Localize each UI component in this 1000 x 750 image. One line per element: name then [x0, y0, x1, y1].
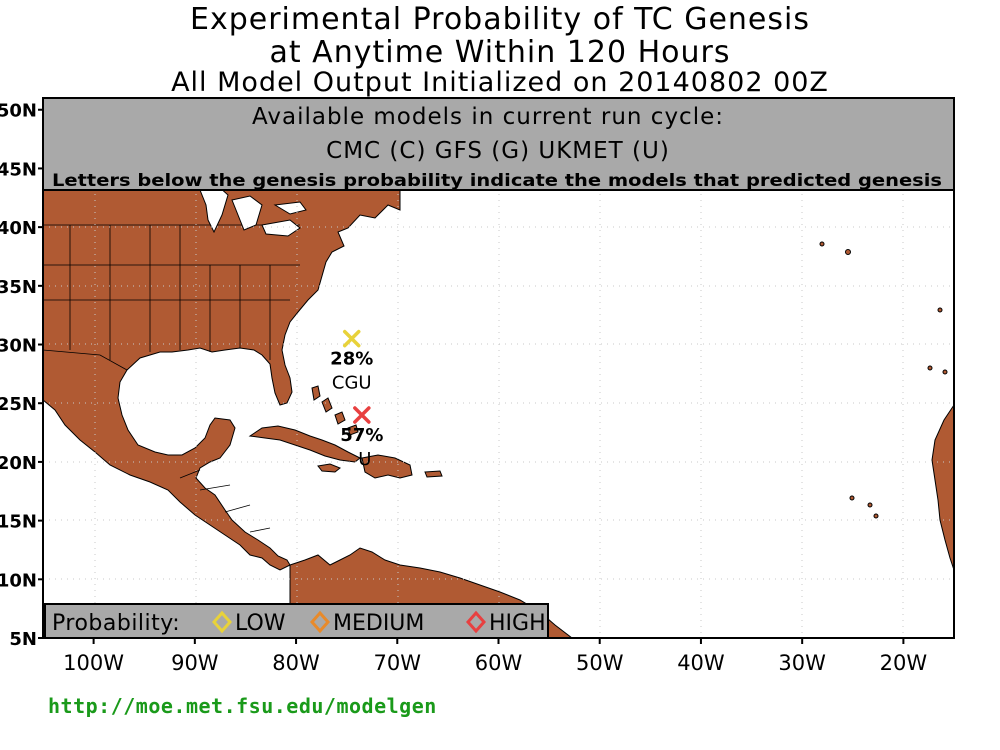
cape-verde-island-3: [873, 513, 879, 519]
hispaniola-land: [361, 454, 413, 479]
azores-island: [819, 241, 825, 247]
canary-island-2: [942, 369, 948, 375]
probability-legend: Probability: LOW MEDIUM HIGH: [44, 603, 549, 639]
lat-tick-label: 35N: [0, 277, 37, 298]
africa-land: [931, 404, 954, 571]
land-masses: [43, 98, 954, 638]
title-line-2: at Anytime Within 120 Hours: [269, 35, 731, 70]
bahamas-land: [311, 385, 359, 436]
title-line-1: Experimental Probability of TC Genesis: [190, 2, 810, 37]
lat-tick-label: 30N: [0, 336, 37, 357]
lon-tick-label: 80W: [272, 651, 320, 675]
latitude-axis: 50N 45N 40N 35N 30N 25N 20N 15N 10N 5N: [0, 101, 43, 650]
genesis-markers: 28% CGU 57% U: [330, 329, 383, 470]
genesis-point-high: 57% U: [340, 406, 383, 470]
models-panel: Available models in current run cycle: C…: [42, 97, 955, 191]
jamaica-land: [317, 463, 341, 473]
legend-item-low: LOW: [235, 611, 286, 636]
genesis-probability: 57%: [340, 425, 383, 446]
lon-tick-label: 30W: [778, 651, 826, 675]
north-america-land: [43, 98, 401, 571]
title-line-3: All Model Output Initialized on 20140802…: [171, 67, 829, 98]
lat-tick-label: 20N: [0, 453, 37, 474]
genesis-models: U: [358, 449, 371, 470]
legend-diamond-high: [465, 610, 487, 634]
lon-tick-label: 40W: [677, 651, 725, 675]
legend-item-high: HIGH: [489, 611, 546, 636]
puerto-rico-land: [424, 470, 443, 478]
footer-url-link[interactable]: http://moe.met.fsu.edu/modelgen: [48, 694, 437, 718]
canary-island: [927, 365, 933, 371]
longitude-axis: 100W 90W 80W 70W 60W 50W 40W 30W 20W: [63, 638, 927, 675]
lon-tick-label: 70W: [374, 651, 422, 675]
great-lakes: [199, 185, 307, 237]
models-heading: Available models in current run cycle:: [252, 104, 724, 130]
lat-tick-label: 15N: [0, 512, 37, 533]
models-panel-background: [42, 97, 955, 191]
lon-tick-label: 20W: [880, 651, 928, 675]
lat-tick-label: 40N: [0, 218, 37, 239]
legend-diamond-low: [211, 610, 233, 634]
legend-item-medium: MEDIUM: [333, 611, 424, 636]
political-borders: [43, 224, 300, 533]
lat-tick-label: 45N: [0, 159, 37, 180]
legend-diamond-medium: [309, 610, 331, 634]
genesis-models: CGU: [332, 373, 372, 394]
cape-verde-island-2: [867, 502, 873, 508]
models-list: CMC (C) GFS (G) UKMET (U): [326, 138, 670, 164]
legend-background: [44, 603, 549, 639]
lon-tick-label: 90W: [171, 651, 219, 675]
lat-tick-label: 25N: [0, 394, 37, 415]
lon-tick-label: 50W: [576, 651, 624, 675]
cape-verde-island: [849, 495, 855, 501]
lat-tick-label: 50N: [0, 101, 37, 122]
legend-label: Probability:: [52, 611, 180, 636]
lon-tick-label: 60W: [475, 651, 523, 675]
genesis-x-marker: [342, 329, 361, 348]
genesis-point-low: 28% CGU: [330, 329, 373, 394]
azores-island-2: [845, 249, 851, 255]
lat-tick-label: 5N: [9, 629, 37, 650]
madeira-island: [937, 307, 943, 313]
lat-tick-label: 10N: [0, 570, 37, 591]
genesis-x-marker: [353, 406, 371, 424]
models-note: Letters below the genesis probability in…: [52, 171, 942, 191]
lon-tick-label: 100W: [63, 651, 124, 675]
cuba-land: [248, 425, 361, 463]
genesis-probability: 28%: [330, 349, 373, 370]
